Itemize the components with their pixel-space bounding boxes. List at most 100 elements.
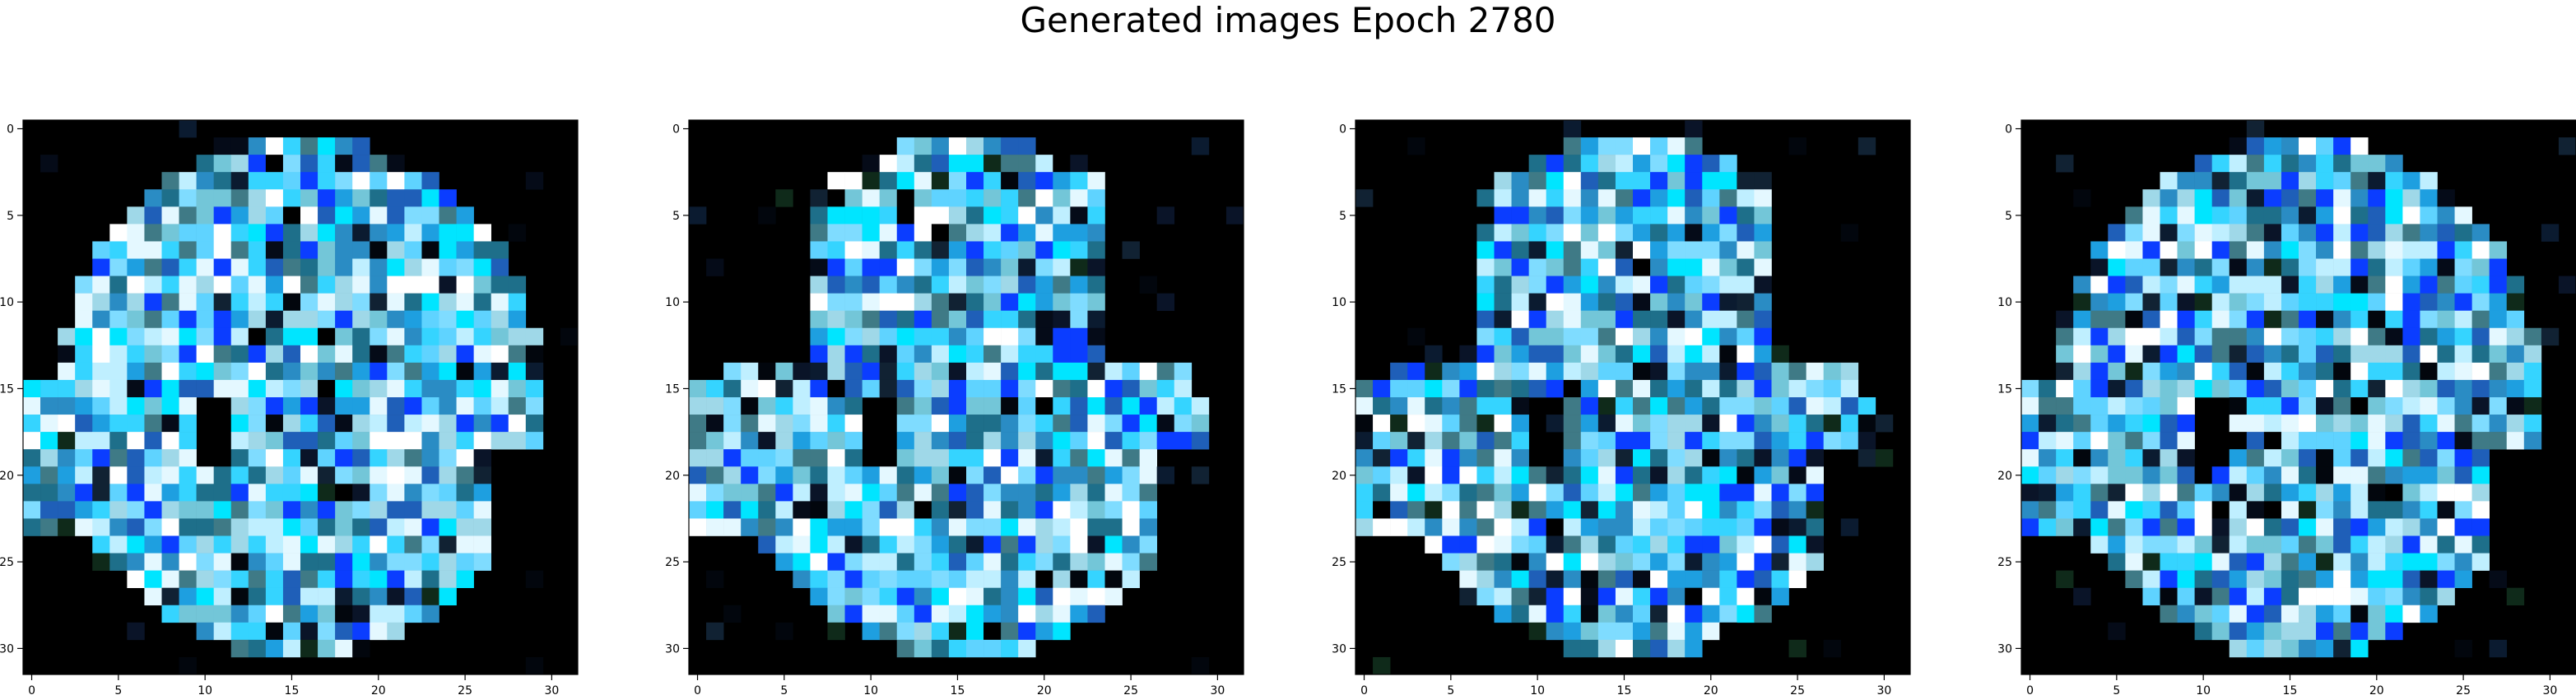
pixel xyxy=(421,466,439,484)
pixel xyxy=(1459,432,1477,450)
pixel xyxy=(1494,345,1512,364)
pixel xyxy=(1563,276,1582,294)
pixel xyxy=(335,415,353,433)
pixel xyxy=(2402,397,2420,415)
pixel xyxy=(1018,484,1036,502)
pixel xyxy=(230,189,249,207)
pixel xyxy=(2385,345,2403,364)
pixel xyxy=(196,484,214,502)
pixel xyxy=(75,310,93,329)
pixel xyxy=(2263,276,2282,294)
pixel xyxy=(109,484,128,502)
pixel xyxy=(2194,189,2212,207)
pixel xyxy=(421,535,439,554)
pixel xyxy=(1511,276,1529,294)
pixel xyxy=(1018,466,1036,484)
pixel xyxy=(1528,345,1546,364)
pixel xyxy=(1494,587,1512,606)
pixel xyxy=(127,466,145,484)
pixel xyxy=(196,241,214,259)
pixel xyxy=(1053,310,1071,329)
pixel xyxy=(2420,276,2438,294)
pixel xyxy=(1719,310,1737,329)
pixel xyxy=(40,415,58,433)
pixel xyxy=(179,172,197,190)
pixel xyxy=(810,189,828,207)
pixel xyxy=(1139,362,1157,381)
pixel xyxy=(1425,535,1443,554)
pixel xyxy=(265,518,284,536)
pixel xyxy=(58,379,76,398)
pixel xyxy=(827,449,845,467)
pixel xyxy=(1104,432,1123,450)
pixel xyxy=(896,553,915,571)
pixel xyxy=(2177,397,2195,415)
pixel xyxy=(896,570,915,588)
pixel xyxy=(404,310,422,329)
pixel xyxy=(2263,415,2282,433)
pixel xyxy=(161,484,179,502)
pixel xyxy=(161,293,179,311)
pixel xyxy=(2263,293,2282,311)
pixel xyxy=(862,327,880,346)
pixel xyxy=(1702,293,1720,311)
pixel xyxy=(1476,362,1495,381)
pixel xyxy=(2385,293,2403,311)
pixel xyxy=(1806,501,1824,519)
pixel xyxy=(689,484,707,502)
pixel xyxy=(2316,484,2334,502)
pixel xyxy=(230,310,249,329)
pixel xyxy=(1001,518,1019,536)
pixel xyxy=(862,518,880,536)
pixel xyxy=(230,415,249,433)
pixel xyxy=(931,258,950,276)
pixel xyxy=(2177,484,2195,502)
pixel xyxy=(706,501,724,519)
pixel xyxy=(1650,397,1668,415)
pixel xyxy=(914,327,932,346)
pixel xyxy=(1139,518,1157,536)
pixel xyxy=(793,397,811,415)
x-tick-label: 10 xyxy=(863,684,878,695)
pixel xyxy=(2402,553,2420,571)
pixel xyxy=(1035,362,1053,381)
pixel xyxy=(827,293,845,311)
pixel xyxy=(1702,155,1720,173)
pixel xyxy=(2229,570,2248,588)
pixel xyxy=(1667,622,1686,641)
pixel xyxy=(1685,172,1703,190)
pixel xyxy=(370,466,388,484)
pixel xyxy=(1425,432,1443,450)
pixel xyxy=(2437,345,2455,364)
pixel xyxy=(2177,327,2195,346)
pixel xyxy=(2246,276,2265,294)
pixel xyxy=(2368,449,2386,467)
pixel xyxy=(473,379,491,398)
pixel xyxy=(1650,432,1668,450)
pixel xyxy=(248,466,267,484)
pixel xyxy=(161,327,179,346)
pixel xyxy=(300,535,319,554)
pixel xyxy=(2454,518,2472,536)
pixel xyxy=(109,345,128,364)
pixel xyxy=(1018,639,1036,658)
pixel xyxy=(421,345,439,364)
pixel xyxy=(2420,206,2438,225)
pixel xyxy=(1087,327,1105,346)
pixel xyxy=(300,605,319,623)
pixel xyxy=(1702,258,1720,276)
pixel xyxy=(827,224,845,242)
pixel xyxy=(879,276,898,294)
pixel xyxy=(2194,587,2212,606)
pixel xyxy=(2125,432,2143,450)
pixel xyxy=(196,172,214,190)
pixel xyxy=(1615,276,1634,294)
pixel xyxy=(300,137,319,155)
pixel xyxy=(1494,362,1512,381)
pixel xyxy=(1875,449,1894,467)
pixel xyxy=(1840,432,1859,450)
pixel xyxy=(2263,535,2282,554)
pixel xyxy=(827,310,845,329)
pixel xyxy=(827,518,845,536)
pixel xyxy=(2281,327,2299,346)
